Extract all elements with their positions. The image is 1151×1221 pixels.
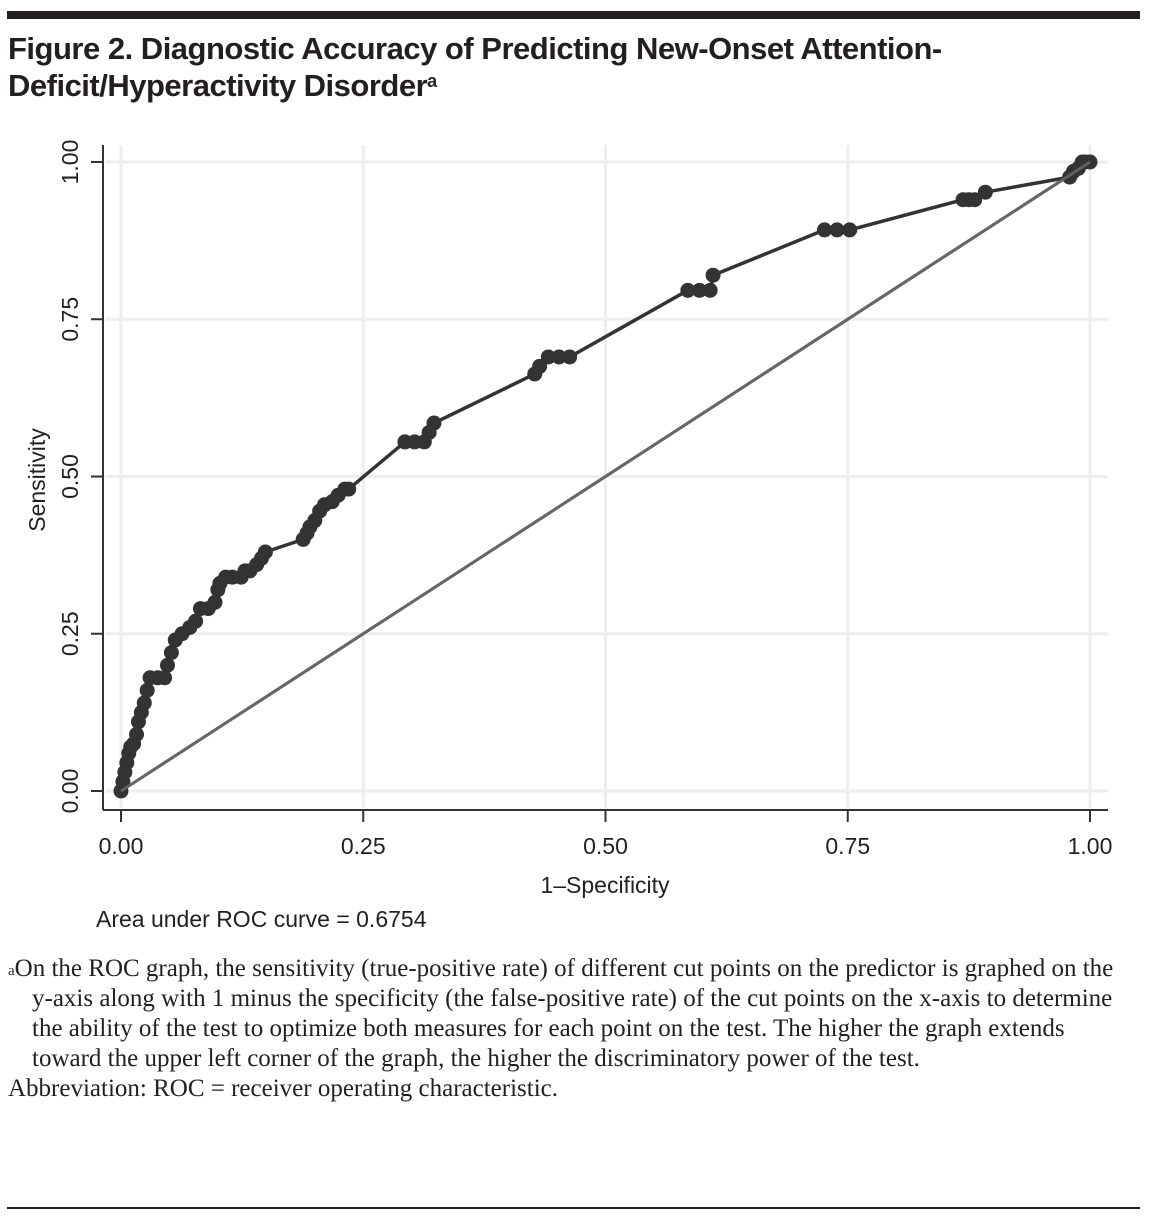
y-axis-label: Sensitivity <box>24 428 50 532</box>
top-rule <box>7 11 1140 19</box>
roc-point <box>257 544 273 560</box>
y-tick-label: 0.50 <box>57 454 83 499</box>
roc-point <box>562 349 578 365</box>
roc-point <box>139 682 155 698</box>
footnote-a: aOn the ROC graph, the sensitivity (true… <box>8 954 1128 1074</box>
bottom-rule <box>7 1207 1140 1209</box>
x-ticks: 0.00 0.25 0.50 0.75 1.00 <box>99 810 1113 859</box>
grid-lines <box>105 145 1108 808</box>
footnote-text: On the ROC graph, the sensitivity (true-… <box>14 955 1114 1072</box>
roc-point <box>207 594 223 610</box>
roc-point <box>551 349 567 365</box>
x-tick-label: 0.75 <box>825 833 870 859</box>
roc-point <box>157 670 173 686</box>
abbreviation-note: Abbreviation: ROC = receiver operating c… <box>8 1075 558 1102</box>
y-tick-label: 0.75 <box>57 297 83 342</box>
roc-point <box>426 415 442 431</box>
y-tick-label: 1.00 <box>57 140 83 185</box>
roc-point <box>702 282 718 298</box>
y-ticks: 0.00 0.25 0.50 0.75 1.00 <box>57 140 103 814</box>
roc-point <box>842 222 858 238</box>
roc-point <box>680 282 696 298</box>
roc-point <box>136 695 152 711</box>
roc-point <box>341 481 357 497</box>
x-tick-label: 1.00 <box>1068 833 1113 859</box>
roc-chart: 0.00 0.25 0.50 0.75 1.00 0.00 0.25 0.50 0.75 1.0… <box>24 140 1113 898</box>
x-tick-label: 0.00 <box>99 833 144 859</box>
figure-footnotes: aOn the ROC graph, the sensitivity (true… <box>8 954 1128 1104</box>
roc-point <box>532 358 548 374</box>
figure-title-text: Figure 2. Diagnostic Accuracy of Predict… <box>8 31 942 103</box>
roc-point <box>977 184 993 200</box>
roc-point <box>188 613 204 629</box>
roc-point <box>705 267 721 283</box>
roc-point <box>160 657 176 673</box>
roc-point <box>967 192 983 208</box>
roc-point <box>816 222 832 238</box>
roc-point <box>129 726 145 742</box>
roc-point <box>163 645 179 661</box>
reference-line-overlay <box>120 160 1091 793</box>
roc-point <box>691 282 707 298</box>
y-tick-label: 0.25 <box>57 611 83 656</box>
x-tick-label: 0.25 <box>341 833 386 859</box>
auc-annotation: Area under ROC curve = 0.6754 <box>96 906 427 932</box>
roc-point <box>540 349 556 365</box>
title-footnote-marker: a <box>427 71 437 91</box>
y-tick-label: 0.00 <box>57 769 83 814</box>
x-tick-label: 0.50 <box>583 833 628 859</box>
footnote-marker: a <box>8 963 15 979</box>
x-axis-label: 1–Specificity <box>540 872 670 898</box>
figure-title: Figure 2. Diagnostic Accuracy of Predict… <box>8 30 1108 104</box>
roc-point <box>829 222 845 238</box>
